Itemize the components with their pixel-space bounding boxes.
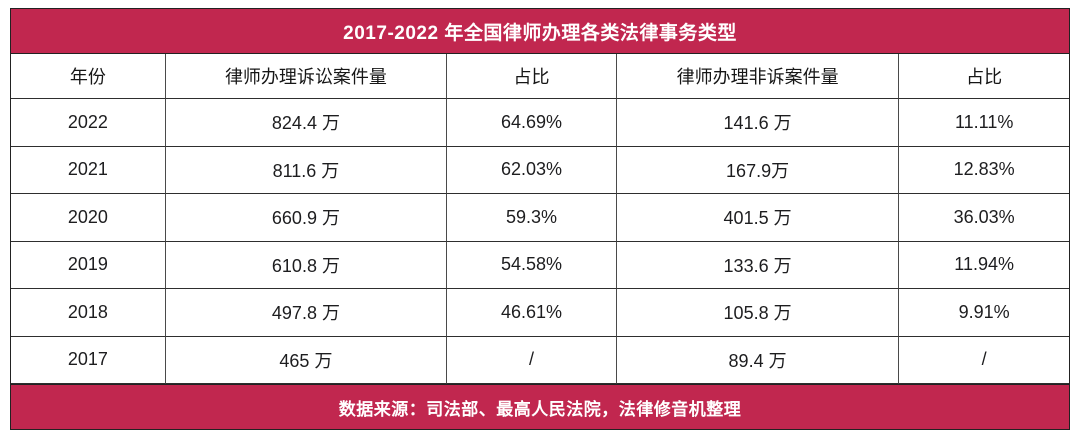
- column-header-year: 年份: [11, 54, 166, 99]
- cell-litigation-cases: 497.8 万: [165, 289, 448, 337]
- cell-litigation-cases: 660.9 万: [165, 194, 448, 242]
- table-row-2018: 2018 497.8 万 46.61% 105.8 万 9.91%: [11, 289, 1069, 337]
- cell-year: 2017: [11, 336, 166, 384]
- cell-litigation-share: /: [447, 336, 617, 384]
- cell-litigation-share: 54.58%: [447, 241, 617, 289]
- cell-litigation-cases: 811.6 万: [165, 146, 448, 194]
- cell-year: 2022: [11, 99, 166, 147]
- cell-nonlitigation-share: 12.83%: [899, 146, 1069, 194]
- cell-nonlitigation-share: 11.94%: [899, 241, 1069, 289]
- column-header-litigation-share: 占比: [447, 54, 617, 99]
- table-header-row: 年份 律师办理诉讼案件量 占比 律师办理非诉案件量 占比: [11, 54, 1069, 99]
- cell-nonlitigation-share: 9.91%: [899, 289, 1069, 337]
- cell-litigation-share: 59.3%: [447, 194, 617, 242]
- table-title-bar: 2017-2022 年全国律师办理各类法律事务类型: [11, 9, 1069, 54]
- cell-year: 2018: [11, 289, 166, 337]
- data-source-note: 数据来源：司法部、最高人民法院，法律修音机整理: [338, 399, 742, 419]
- cell-litigation-share: 62.03%: [447, 146, 617, 194]
- cell-year: 2020: [11, 194, 166, 242]
- cell-litigation-share: 64.69%: [447, 99, 617, 147]
- table-row-2019: 2019 610.8 万 54.58% 133.6 万 11.94%: [11, 241, 1069, 289]
- cell-nonlitigation-share: /: [899, 336, 1069, 384]
- cell-nonlitigation-cases: 401.5 万: [616, 194, 900, 242]
- table-footer-bar: 数据来源：司法部、最高人民法院，法律修音机整理: [11, 384, 1069, 429]
- cell-litigation-cases: 465 万: [165, 336, 448, 384]
- table-title: 2017-2022 年全国律师办理各类法律事务类型: [343, 22, 737, 44]
- cell-litigation-cases: 610.8 万: [165, 241, 448, 289]
- cell-litigation-cases: 824.4 万: [165, 99, 448, 147]
- table-row-2020: 2020 660.9 万 59.3% 401.5 万 36.03%: [11, 194, 1069, 242]
- table-row-2021: 2021 811.6 万 62.03% 167.9万 12.83%: [11, 146, 1069, 194]
- cell-year: 2021: [11, 146, 166, 194]
- column-header-nonlitigation-share: 占比: [899, 54, 1069, 99]
- table-row-2017: 2017 465 万 / 89.4 万 /: [11, 336, 1069, 384]
- cell-nonlitigation-cases: 167.9万: [616, 146, 900, 194]
- cell-nonlitigation-cases: 133.6 万: [616, 241, 900, 289]
- cell-litigation-share: 46.61%: [447, 289, 617, 337]
- cell-nonlitigation-share: 36.03%: [899, 194, 1069, 242]
- cell-nonlitigation-cases: 141.6 万: [616, 99, 900, 147]
- column-header-nonlitigation-cases: 律师办理非诉案件量: [616, 54, 900, 99]
- column-header-litigation-cases: 律师办理诉讼案件量: [165, 54, 448, 99]
- cell-year: 2019: [11, 241, 166, 289]
- cell-nonlitigation-share: 11.11%: [899, 99, 1069, 147]
- cell-nonlitigation-cases: 105.8 万: [616, 289, 900, 337]
- legal-cases-table: 2017-2022 年全国律师办理各类法律事务类型 年份 律师办理诉讼案件量 占…: [10, 8, 1070, 430]
- table-row-2022: 2022 824.4 万 64.69% 141.6 万 11.11%: [11, 99, 1069, 147]
- cell-nonlitigation-cases: 89.4 万: [616, 336, 900, 384]
